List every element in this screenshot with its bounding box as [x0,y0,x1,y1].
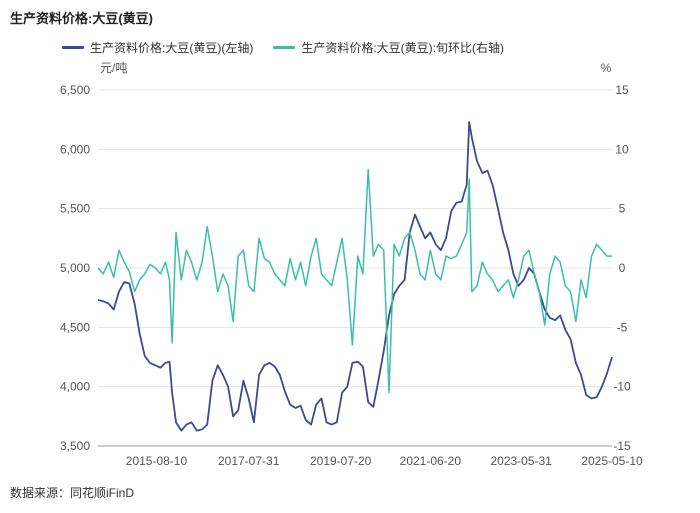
legend-swatch-price [62,46,84,49]
left-tick-label: 4,500 [60,320,90,334]
legend-item-price[interactable]: 生产资料价格:大豆(黄豆)(左轴) [62,39,253,56]
left-tick-label: 6,000 [60,142,90,156]
series-change-line [97,168,612,394]
right-tick-label: 15 [615,83,629,97]
right-axis-unit: % [601,61,612,75]
series-price-line [97,121,613,432]
legend-label-price: 生产资料价格:大豆(黄豆)(左轴) [90,41,254,55]
left-tick-label: 5,500 [60,202,90,216]
legend: 生产资料价格:大豆(黄豆)(左轴) 生产资料价格:大豆(黄豆):旬环比(右轴) [62,39,504,56]
right-tick-label: -5 [617,320,628,334]
right-tick-label: 10 [615,142,629,156]
left-tick-label: 3,500 [60,439,90,453]
left-tick-label: 5,000 [60,261,90,275]
right-tick-label: -15 [613,439,631,453]
x-tick-label: 2023-05-31 [490,454,552,468]
right-tick-label: 0 [619,261,626,275]
x-tick-label: 2019-07-20 [310,454,372,468]
x-tick-label: 2025-05-10 [581,454,643,468]
axes: 6,500 6,000 5,500 5,000 4,500 4,000 3,500 15 10 5… [60,61,643,468]
x-tick-label: 2021-06-20 [400,454,462,468]
right-tick-label: -10 [613,380,631,394]
x-tick-label: 2017-07-31 [218,454,280,468]
left-tick-label: 6,500 [60,83,90,97]
left-tick-label: 4,000 [60,380,90,394]
legend-swatch-change [273,46,296,49]
left-axis-unit: 元/吨 [100,61,127,75]
x-tick-label: 2015-08-10 [126,454,188,468]
legend-item-change[interactable]: 生产资料价格:大豆(黄豆):旬环比(右轴) [273,39,504,56]
right-tick-label: 5 [619,202,626,216]
legend-label-change: 生产资料价格:大豆(黄豆):旬环比(右轴) [301,41,504,55]
series-lines [97,121,613,432]
chart-title: 生产资料价格:大豆(黄豆) [10,11,153,26]
data-source: 数据来源：同花顺iFinD [10,486,135,500]
